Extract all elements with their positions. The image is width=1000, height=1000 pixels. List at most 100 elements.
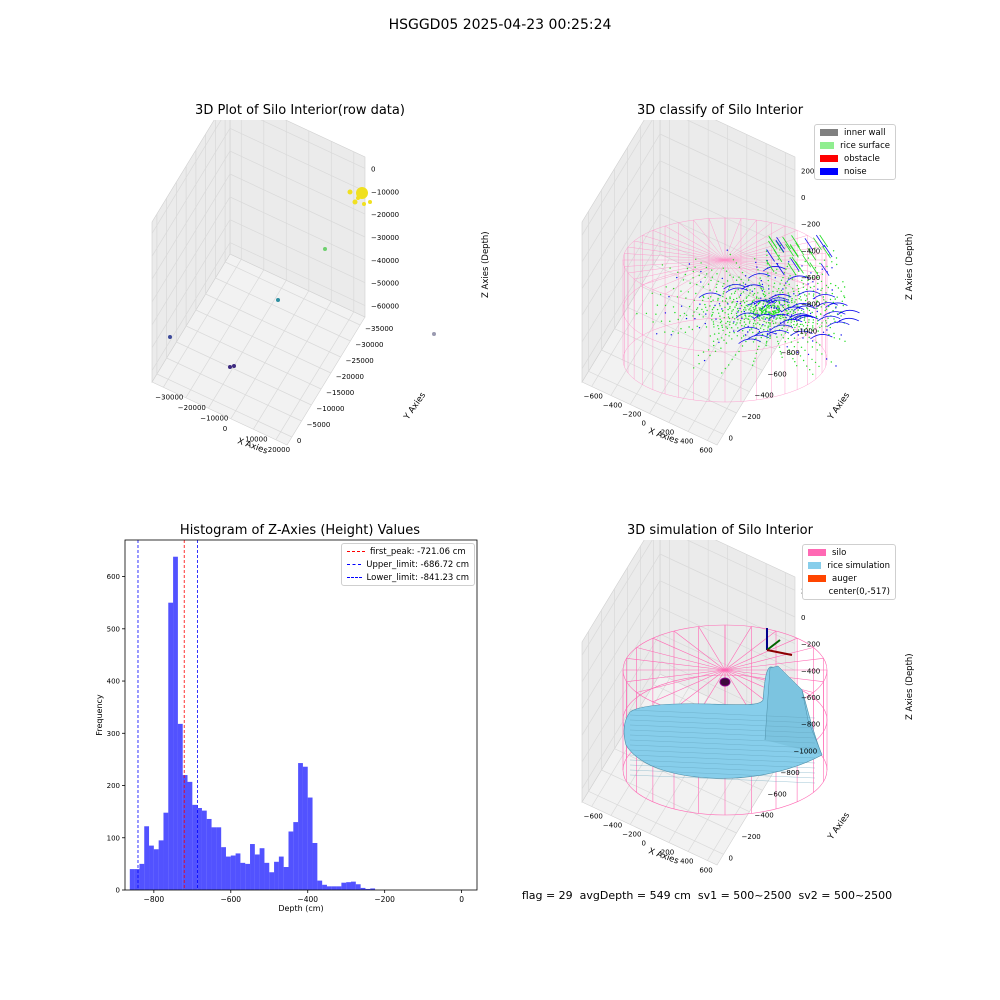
classified-point	[762, 288, 765, 290]
classified-point	[776, 308, 778, 311]
classified-point	[752, 294, 754, 296]
classified-point	[775, 300, 778, 302]
histogram-bar	[307, 797, 313, 890]
classified-point	[786, 329, 789, 331]
classified-point	[784, 316, 786, 318]
grid-line	[601, 190, 737, 414]
mesh-line	[629, 764, 816, 774]
classified-point	[813, 293, 815, 295]
classified-point	[797, 309, 799, 311]
classified-point	[734, 306, 736, 308]
classified-point	[773, 299, 775, 301]
y-tick-label: −30000	[355, 341, 383, 349]
classified-point	[777, 340, 779, 343]
classified-point	[794, 311, 796, 314]
classified-point	[766, 263, 769, 265]
classified-point	[739, 322, 741, 324]
raw-point	[232, 364, 236, 368]
classified-point	[826, 329, 828, 331]
classified-point	[712, 340, 715, 342]
classified-point	[773, 303, 775, 305]
classified-point	[767, 304, 769, 306]
classified-point	[716, 290, 718, 293]
classified-point	[790, 258, 800, 271]
classified-point	[820, 313, 822, 315]
classified-point	[827, 317, 829, 319]
classified-point	[791, 299, 793, 302]
classified-point	[769, 319, 771, 321]
silo-wire	[724, 246, 823, 261]
classified-point	[804, 321, 807, 324]
grid-line	[627, 147, 763, 371]
classified-point	[797, 288, 800, 290]
classified-point	[823, 259, 826, 261]
classified-point	[744, 275, 747, 277]
classified-point	[674, 311, 676, 314]
silo-wire	[724, 637, 798, 671]
grid-line	[195, 150, 332, 374]
classified-point	[779, 249, 781, 251]
silo-wire	[634, 240, 726, 261]
classified-point	[725, 322, 727, 324]
classified-point	[775, 318, 777, 320]
mesh-line	[629, 709, 816, 719]
classified-point	[712, 323, 715, 325]
y-tick-label: −600	[768, 790, 787, 798]
z-tick-label: 200	[801, 167, 814, 175]
silo-wire	[624, 259, 726, 267]
classified-point	[782, 276, 784, 279]
classified-point	[720, 320, 723, 322]
histogram-bar	[346, 882, 352, 890]
classified-point	[776, 290, 778, 293]
classified-point	[692, 270, 694, 273]
classify-points	[636, 234, 860, 375]
classified-point	[785, 268, 787, 270]
z-tick-label: −200	[801, 641, 820, 649]
classified-point	[740, 311, 743, 313]
classified-point	[659, 293, 662, 296]
grid-line	[581, 213, 796, 343]
classified-point	[760, 336, 762, 339]
classified-point	[727, 308, 729, 311]
classified-point	[795, 261, 804, 274]
classified-point	[764, 294, 767, 297]
classified-point	[709, 354, 711, 357]
classified-point	[754, 258, 756, 260]
classified-point	[764, 312, 766, 314]
classified-point	[704, 322, 706, 325]
classified-point	[717, 299, 719, 301]
grid-line	[668, 134, 748, 423]
classified-point	[812, 325, 814, 327]
classified-point	[709, 289, 711, 291]
classified-point	[817, 330, 819, 332]
classified-point	[747, 318, 749, 320]
legend-item-rice-surface: rice surface	[815, 139, 895, 152]
classified-point	[788, 349, 790, 351]
classified-point	[747, 304, 749, 306]
classified-point	[806, 307, 808, 309]
classified-point	[694, 266, 696, 268]
classified-point	[696, 283, 698, 286]
classified-point	[731, 327, 733, 329]
classified-point	[691, 328, 694, 331]
classified-point	[765, 310, 767, 312]
histogram-bar	[173, 556, 178, 890]
classified-point	[760, 287, 762, 289]
noise-curve	[735, 312, 759, 318]
classified-point	[728, 335, 730, 337]
classified-point	[762, 293, 764, 295]
noise-curve	[793, 305, 816, 311]
classified-point	[702, 295, 704, 297]
classified-point	[750, 305, 752, 308]
classified-point	[716, 283, 718, 285]
classified-point	[843, 286, 846, 288]
classified-point	[680, 328, 682, 330]
classified-point	[776, 236, 785, 250]
classified-point	[735, 324, 737, 326]
classified-point	[758, 282, 761, 284]
classified-point	[776, 306, 778, 308]
classified-point	[782, 337, 785, 339]
classified-point	[734, 290, 737, 292]
classified-point	[773, 282, 776, 284]
